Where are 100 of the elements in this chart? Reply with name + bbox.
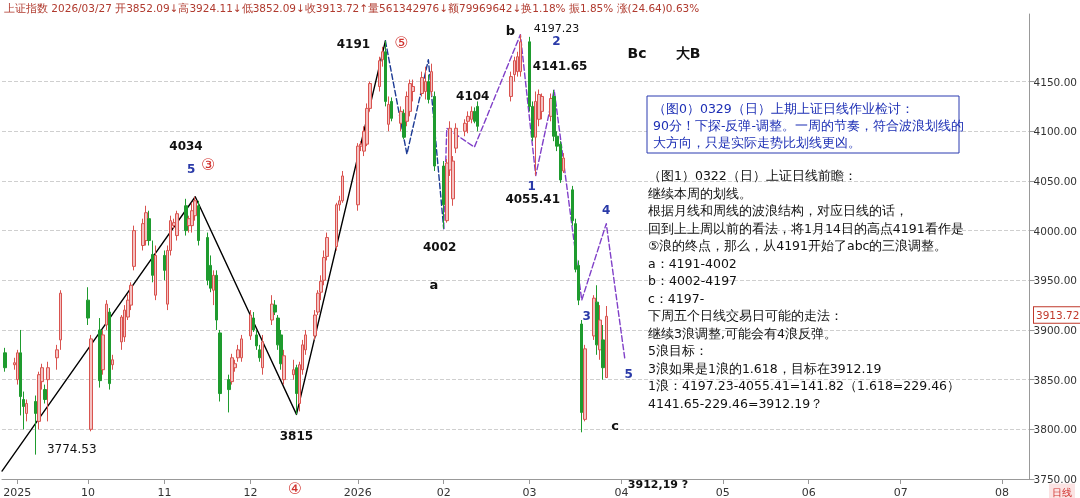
x-tick-label: 10: [80, 486, 95, 498]
candlestick: [132, 225, 136, 271]
annotation: 5: [187, 161, 196, 176]
chart-subtitle: 上证指数 2026/03/27 开3852.09↓高3924.11↓低3852.09↓收3913.72↑量561342976↓额79969642↓换1.18% 振1.85% 涨(24.64)0.63%: [4, 2, 700, 14]
candlestick: [34, 395, 37, 456]
y-tick-label: 3850.00: [1033, 373, 1077, 386]
annotation: 4141.65-229.46=3912.19？: [648, 395, 824, 411]
candlestick: [595, 284, 599, 356]
candlestick: [562, 152, 565, 174]
candlestick: [282, 349, 286, 386]
y-tick-label: 4050.00: [1033, 174, 1077, 187]
x-tick-label: 06: [801, 486, 816, 498]
annotation: ⑤: [394, 33, 409, 53]
candlestick: [476, 100, 479, 132]
candlestick: [273, 299, 277, 316]
candlestick: [430, 63, 433, 97]
candlestick: [101, 329, 105, 376]
annotation: 1: [527, 178, 536, 193]
annotation: 3浪如果是1浪的1.618，目标在3912.19: [648, 360, 882, 376]
candlestick: [43, 384, 47, 404]
annotation: a：4191-4002: [648, 255, 737, 271]
candlestick: [433, 91, 436, 172]
candlestick: [519, 34, 522, 78]
candlestick: [147, 210, 151, 247]
candlestick: [261, 334, 264, 376]
y-tick-label: 3950.00: [1033, 274, 1077, 287]
annotation: 4: [602, 202, 611, 217]
candlestick: [86, 286, 90, 326]
annotation: 4034: [169, 139, 203, 153]
candlestick: [580, 319, 583, 433]
candlestick: [249, 309, 252, 341]
annotation: 5浪目标：: [648, 343, 708, 359]
candlestick: [89, 334, 93, 432]
line-series: [1, 40, 387, 472]
annotation: c: [611, 417, 619, 433]
candlestick: [427, 74, 430, 104]
x-tick-label: 07: [893, 486, 908, 498]
candlestick: [454, 122, 458, 154]
annotation: ④: [287, 478, 303, 498]
annotation: 1浪：4197.23-4055.41=141.82（1.618=229.46）: [648, 378, 961, 394]
annotation: 4141.65: [532, 58, 588, 73]
y-tick-label: 4150.00: [1033, 75, 1077, 88]
y-tick-label: 3800.00: [1033, 423, 1077, 436]
annotation: b: [505, 23, 516, 39]
annotation: 根据月线和周线的波浪结构，对应日线的话，: [648, 203, 908, 219]
candlestick: [175, 210, 179, 242]
candlestick: [240, 334, 243, 363]
candlestick: [215, 269, 218, 331]
annotation: （图1）0322（日）上证日线前瞻：: [648, 168, 857, 184]
annotation: 90分！下探-反弹-调整。一周的节奏，符合波浪划线的: [653, 118, 964, 134]
annotation: 继续本周的划线。: [648, 185, 752, 201]
candlestick: [384, 40, 387, 107]
candlestick: [230, 353, 234, 386]
annotation: 回到上上周以前的看法，将1月14日的高点4191看作是: [648, 220, 964, 236]
annotation: Bc: [627, 45, 647, 61]
candlestick: [46, 361, 50, 422]
candlestick: [218, 329, 222, 402]
candlestick: [105, 299, 108, 331]
candlestick: [25, 399, 28, 422]
text: 日线: [1052, 486, 1072, 498]
candlestick: [420, 71, 424, 97]
candlestick: [534, 91, 537, 177]
annotation: 大B: [675, 45, 701, 61]
candlestick: [151, 240, 154, 283]
y-tick-label: 3900.00: [1033, 323, 1077, 336]
annotation: 4104: [456, 89, 490, 104]
x-tick-label: 03: [522, 486, 537, 498]
candlestick: [3, 347, 7, 373]
x-tick-label: 12: [243, 486, 258, 498]
y-tick-label: 3750.00: [1033, 473, 1077, 485]
text: 3913.72: [1036, 309, 1080, 321]
annotation: 3774.53: [46, 441, 97, 456]
candlestick: [295, 364, 298, 415]
x-tick-label: 2026: [343, 486, 372, 498]
candlestick: [387, 95, 390, 132]
candlestick: [292, 359, 295, 381]
y-tick-label: 4100.00: [1033, 125, 1077, 138]
candlestick: [583, 344, 587, 422]
x-tick-label: 02: [436, 486, 451, 498]
candlestick: [111, 354, 114, 371]
candlestick: [442, 160, 445, 230]
annotation: 4002: [423, 239, 457, 254]
candlestick: [16, 349, 19, 386]
candlestick: [598, 304, 602, 361]
annotation: 4191: [336, 36, 371, 51]
candlestick: [197, 200, 200, 247]
annotation: 大方向，只是实际走势比划线更凶。: [653, 135, 861, 151]
x-tick-label: 2025: [3, 486, 32, 498]
x-tick-label: 08: [994, 486, 1009, 498]
annotation: 4055.41: [505, 191, 561, 206]
candlestick: [601, 324, 605, 381]
annotation: ③: [201, 155, 216, 175]
candlestick: [390, 96, 393, 122]
candlestick: [108, 307, 111, 391]
candlestick: [154, 245, 157, 301]
candlestick: [212, 269, 215, 306]
x-tick-label: 04: [614, 486, 629, 498]
candlestick: [605, 305, 608, 379]
annotation: 3: [582, 309, 591, 324]
x-tick-label: 11: [157, 486, 172, 498]
